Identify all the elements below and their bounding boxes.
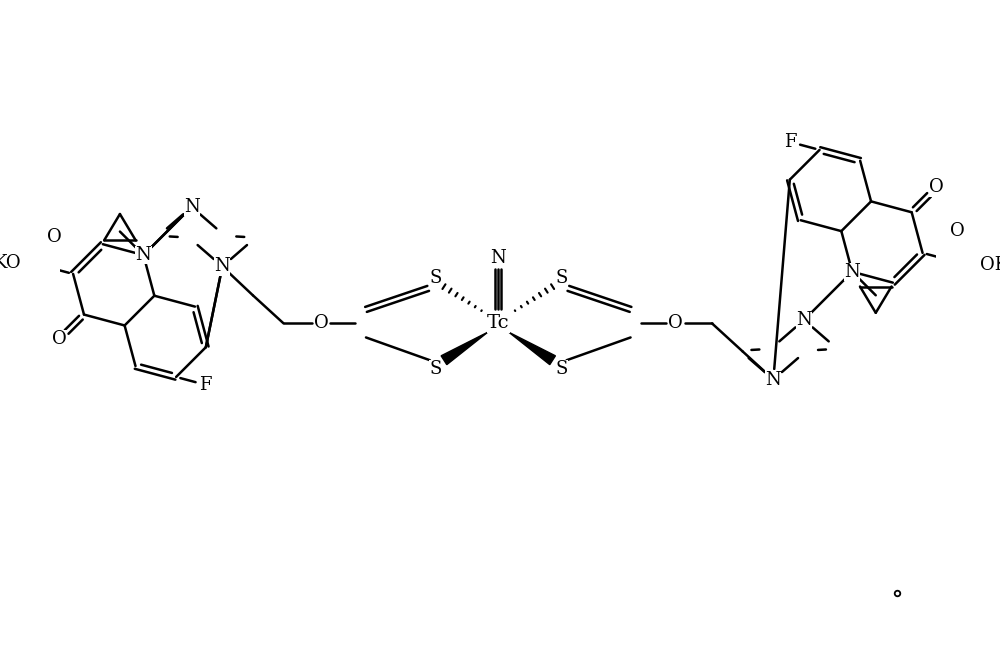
Text: N: N bbox=[136, 246, 151, 264]
Text: N: N bbox=[184, 198, 200, 216]
Text: OK: OK bbox=[980, 257, 1000, 274]
Text: N: N bbox=[765, 370, 781, 389]
Text: O: O bbox=[52, 330, 67, 348]
Text: Tc: Tc bbox=[487, 315, 510, 332]
Text: N: N bbox=[214, 257, 230, 276]
Polygon shape bbox=[441, 332, 488, 364]
Text: O: O bbox=[950, 221, 965, 240]
Text: S: S bbox=[429, 360, 441, 378]
Text: F: F bbox=[199, 376, 212, 394]
Text: S: S bbox=[555, 269, 568, 287]
Text: N: N bbox=[490, 249, 506, 266]
Text: KO: KO bbox=[0, 253, 20, 272]
Text: O: O bbox=[668, 315, 683, 332]
Text: O: O bbox=[314, 315, 329, 332]
Text: F: F bbox=[784, 133, 796, 151]
Text: S: S bbox=[429, 269, 441, 287]
Text: O: O bbox=[929, 178, 944, 197]
Text: N: N bbox=[844, 263, 860, 281]
Polygon shape bbox=[509, 332, 555, 364]
Text: S: S bbox=[555, 360, 568, 378]
Text: O: O bbox=[47, 228, 61, 246]
Text: N: N bbox=[796, 311, 812, 329]
